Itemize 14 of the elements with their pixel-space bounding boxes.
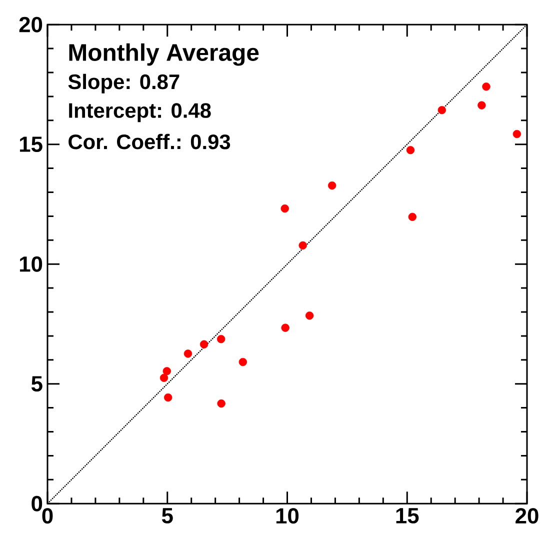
x-tick-label: 20: [516, 508, 538, 524]
y-tick-label: 5: [31, 376, 42, 392]
x-tick-label: 10: [276, 508, 299, 524]
y-tick-label: 0: [32, 496, 42, 512]
x-tick-label: 15: [396, 508, 419, 524]
x-tick-label: 5: [162, 508, 173, 524]
annotation: Intercept: 0.48: [69, 103, 211, 122]
x-tick-label: 0: [42, 508, 53, 524]
annotation: Cor. Coeff.: 0.93: [68, 134, 230, 150]
annotation: Monthly Average: [69, 43, 259, 66]
y-tick-label: 20: [19, 16, 42, 32]
y-tick-label: 15: [20, 136, 42, 152]
annotation: Slope: 0.87: [68, 74, 180, 94]
y-tick-label: 10: [20, 256, 42, 272]
